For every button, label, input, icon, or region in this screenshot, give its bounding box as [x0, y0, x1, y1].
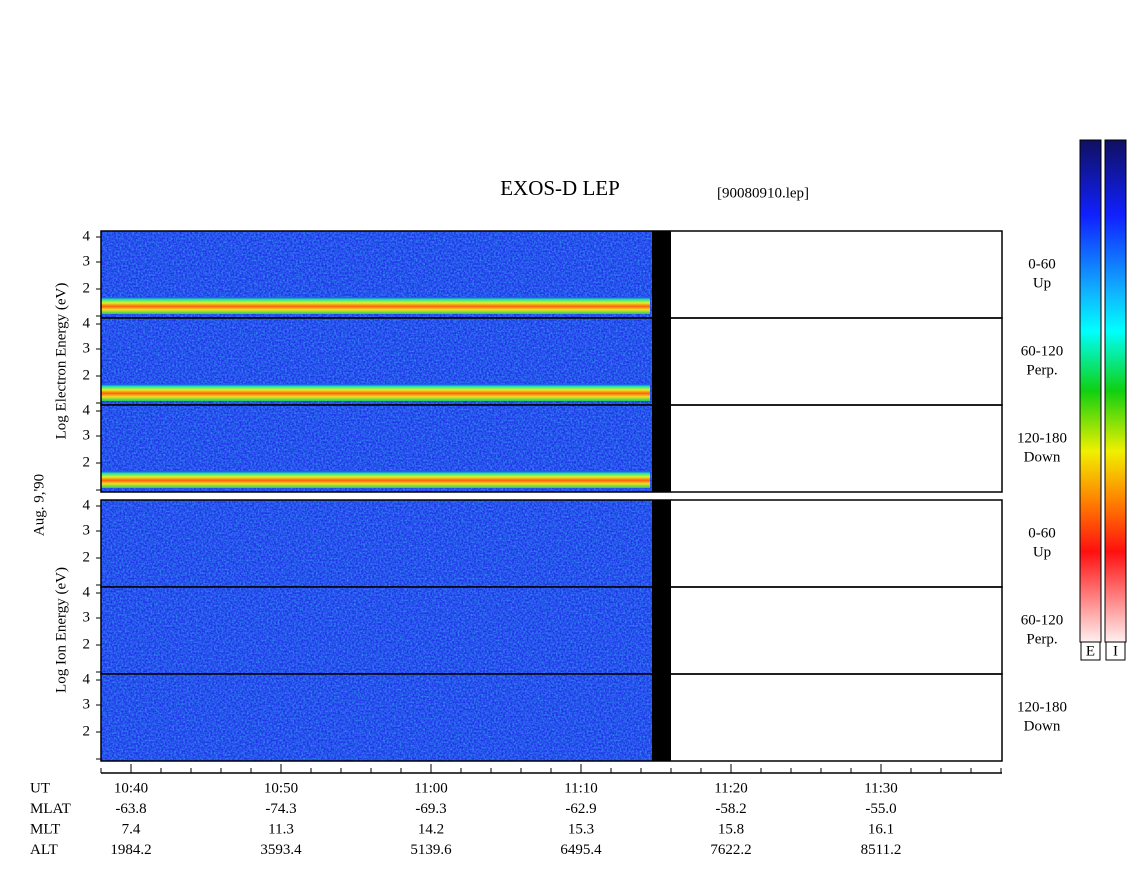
- y-tick-label: 3: [83, 340, 91, 356]
- color-bar: [1079, 139, 1102, 643]
- spectrogram-noise: [101, 500, 652, 587]
- y-tick-label: 3: [83, 696, 91, 712]
- date-label: Aug. 9,'90: [31, 474, 47, 536]
- y-tick-label: 2: [83, 280, 91, 296]
- angle-label: 0-60: [1028, 256, 1056, 272]
- no-data: [652, 674, 671, 761]
- y-tick-label: 2: [83, 454, 91, 470]
- color-bar-label-box: [1080, 641, 1101, 661]
- row-label: MLAT: [30, 801, 71, 817]
- row-value: 11:20: [714, 780, 748, 796]
- y-tick-label: 2: [83, 723, 91, 739]
- direction-label: Down: [1024, 449, 1061, 465]
- angle-label: 60-120: [1021, 343, 1064, 359]
- direction-label: Up: [1033, 544, 1051, 560]
- spectrogram-noise: [101, 674, 652, 761]
- row-value: 11:00: [414, 780, 448, 796]
- row-label: UT: [30, 780, 50, 796]
- row-value: 7.4: [122, 821, 141, 837]
- flux-band: [101, 297, 650, 314]
- no-data: [652, 405, 671, 492]
- row-label: ALT: [30, 842, 58, 858]
- panel-frame: [100, 673, 1003, 762]
- row-value: 15.8: [718, 821, 744, 837]
- y-tick-label: 4: [83, 402, 91, 418]
- no-data: [652, 231, 671, 318]
- color-bar-label: I: [1113, 643, 1118, 659]
- axis-label: Log Electron Energy (eV): [53, 283, 69, 440]
- panel-frame: [100, 404, 1003, 493]
- y-tick-label: 4: [83, 671, 91, 687]
- spectrogram-noise: [101, 587, 652, 674]
- axis-label: Log Ion Energy (eV): [53, 567, 69, 693]
- y-tick-label: 3: [83, 427, 91, 443]
- row-value: 1984.2: [110, 842, 151, 858]
- angle-label: 0-60: [1028, 525, 1056, 541]
- direction-label: Down: [1024, 718, 1061, 734]
- flux-band: [101, 384, 650, 401]
- angle-label: 60-120: [1021, 612, 1064, 628]
- y-tick-label: 2: [83, 549, 91, 565]
- color-bar-label-box: [1105, 641, 1126, 661]
- no-data: [652, 500, 671, 587]
- row-value: 10:40: [114, 780, 148, 796]
- y-tick-label: 4: [83, 315, 91, 331]
- row-value: 11:30: [864, 780, 898, 796]
- row-value: 8511.2: [861, 842, 902, 858]
- row-value: 14.2: [418, 821, 444, 837]
- y-tick-label: 4: [83, 497, 91, 513]
- no-data: [652, 318, 671, 405]
- flux-band: [101, 471, 650, 488]
- row-value: 5139.6: [410, 842, 452, 858]
- color-bar: [1104, 139, 1127, 643]
- row-value: 11:10: [564, 780, 598, 796]
- direction-label: Perp.: [1026, 631, 1057, 647]
- y-tick-label: 3: [83, 609, 91, 625]
- y-tick-label: 3: [83, 522, 91, 538]
- angle-label: 120-180: [1017, 699, 1067, 715]
- row-value: 3593.4: [260, 842, 302, 858]
- angle-label: 120-180: [1017, 430, 1067, 446]
- row-value: -55.0: [865, 801, 896, 817]
- y-tick-label: 2: [83, 636, 91, 652]
- row-value: -58.2: [715, 801, 746, 817]
- row-value: -62.9: [565, 801, 596, 817]
- row-value: 16.1: [868, 821, 894, 837]
- row-value: 7622.2: [710, 842, 751, 858]
- row-label: MLT: [30, 821, 60, 837]
- y-tick-label: 3: [83, 253, 91, 269]
- file-name: [90080910.lep]: [717, 185, 809, 201]
- no-data: [652, 587, 671, 674]
- direction-label: Perp.: [1026, 362, 1057, 378]
- row-value: -74.3: [265, 801, 296, 817]
- row-value: -63.8: [115, 801, 146, 817]
- row-value: 6495.4: [560, 842, 602, 858]
- color-bar-label: E: [1086, 643, 1095, 659]
- row-value: 10:50: [264, 780, 298, 796]
- y-tick-label: 4: [83, 584, 91, 600]
- row-value: 11.3: [268, 821, 294, 837]
- title: EXOS-D LEP: [500, 176, 620, 200]
- y-tick-label: 2: [83, 367, 91, 383]
- y-tick-label: 4: [83, 228, 91, 244]
- row-value: -69.3: [415, 801, 446, 817]
- direction-label: Up: [1033, 275, 1051, 291]
- row-value: 15.3: [568, 821, 594, 837]
